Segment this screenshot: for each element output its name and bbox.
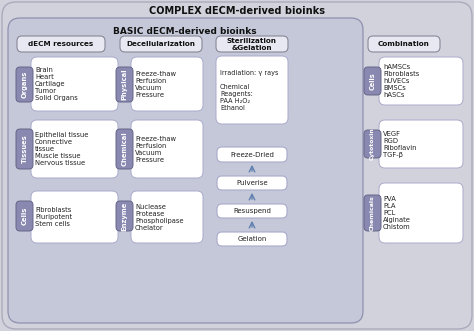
FancyBboxPatch shape	[2, 2, 472, 329]
Text: Enzyme: Enzyme	[121, 201, 128, 231]
FancyBboxPatch shape	[16, 129, 33, 169]
FancyBboxPatch shape	[116, 129, 133, 169]
FancyBboxPatch shape	[16, 201, 33, 231]
Text: Cells: Cells	[370, 72, 375, 90]
FancyBboxPatch shape	[379, 183, 463, 243]
FancyBboxPatch shape	[217, 176, 287, 190]
Text: Resuspend: Resuspend	[233, 208, 271, 214]
FancyBboxPatch shape	[216, 56, 288, 124]
FancyBboxPatch shape	[8, 18, 363, 323]
Text: hAMSCs
Fibroblasts
hUVECs
BMSCs
hASCs: hAMSCs Fibroblasts hUVECs BMSCs hASCs	[383, 64, 419, 98]
FancyBboxPatch shape	[364, 195, 381, 231]
FancyBboxPatch shape	[131, 120, 203, 178]
Text: Brain
Heart
Cartilage
Tumor
Solid Organs: Brain Heart Cartilage Tumor Solid Organs	[35, 67, 78, 101]
Text: Fibroblasts
Pluripotent
Stem cells: Fibroblasts Pluripotent Stem cells	[35, 207, 72, 227]
Text: Nuclease
Protease
Phospholipase
Chelator: Nuclease Protease Phospholipase Chelator	[135, 204, 183, 230]
FancyBboxPatch shape	[379, 120, 463, 168]
FancyBboxPatch shape	[17, 36, 105, 52]
FancyBboxPatch shape	[217, 204, 287, 218]
Text: Epithelial tissue
Connective
tissue
Muscle tissue
Nervous tissue: Epithelial tissue Connective tissue Musc…	[35, 132, 88, 166]
FancyBboxPatch shape	[368, 36, 440, 52]
Text: Irradiation: γ rays

Chemical
Reagents:
PAA H₂O₂
Ethanol: Irradiation: γ rays Chemical Reagents: P…	[220, 70, 278, 111]
Text: Freeze-thaw
Perfusion
Vacuum
Pressure: Freeze-thaw Perfusion Vacuum Pressure	[135, 135, 176, 163]
FancyBboxPatch shape	[379, 57, 463, 105]
FancyBboxPatch shape	[116, 67, 133, 102]
Text: Decellularization: Decellularization	[127, 41, 195, 47]
Text: BASIC dECM-derived bioinks: BASIC dECM-derived bioinks	[113, 26, 257, 35]
Text: Gelation: Gelation	[237, 236, 267, 242]
Text: Cells: Cells	[21, 207, 27, 225]
Text: Freeze-thaw
Perfusion
Vacuum
Pressure: Freeze-thaw Perfusion Vacuum Pressure	[135, 71, 176, 98]
FancyBboxPatch shape	[116, 201, 133, 231]
FancyBboxPatch shape	[131, 57, 203, 111]
Text: Freeze-Dried: Freeze-Dried	[230, 152, 274, 158]
FancyBboxPatch shape	[31, 191, 118, 243]
Text: Combination: Combination	[378, 41, 430, 47]
Text: Tissues: Tissues	[21, 135, 27, 164]
FancyBboxPatch shape	[31, 120, 118, 178]
Text: PVA
PLA
PCL
Alginate
Chistom: PVA PLA PCL Alginate Chistom	[383, 196, 411, 230]
FancyBboxPatch shape	[31, 57, 118, 111]
Text: Physical: Physical	[121, 69, 128, 100]
FancyBboxPatch shape	[217, 232, 287, 246]
Text: Organs: Organs	[21, 71, 27, 98]
FancyBboxPatch shape	[364, 130, 381, 158]
FancyBboxPatch shape	[120, 36, 202, 52]
FancyBboxPatch shape	[131, 191, 203, 243]
Text: Sterilization
&Gelation: Sterilization &Gelation	[227, 37, 277, 51]
FancyBboxPatch shape	[217, 147, 287, 162]
Text: Cytotoxin: Cytotoxin	[370, 128, 375, 161]
FancyBboxPatch shape	[364, 67, 381, 95]
Text: dECM resources: dECM resources	[28, 41, 94, 47]
FancyBboxPatch shape	[216, 36, 288, 52]
FancyBboxPatch shape	[16, 67, 33, 102]
Text: COMPLEX dECM-derived bioinks: COMPLEX dECM-derived bioinks	[149, 6, 325, 16]
Text: VEGF
RGD
Riboflavin
TGF-β: VEGF RGD Riboflavin TGF-β	[383, 130, 417, 158]
Text: Chemical: Chemical	[121, 132, 128, 166]
Text: Pulverise: Pulverise	[236, 180, 268, 186]
Text: Chemicals: Chemicals	[370, 195, 375, 231]
